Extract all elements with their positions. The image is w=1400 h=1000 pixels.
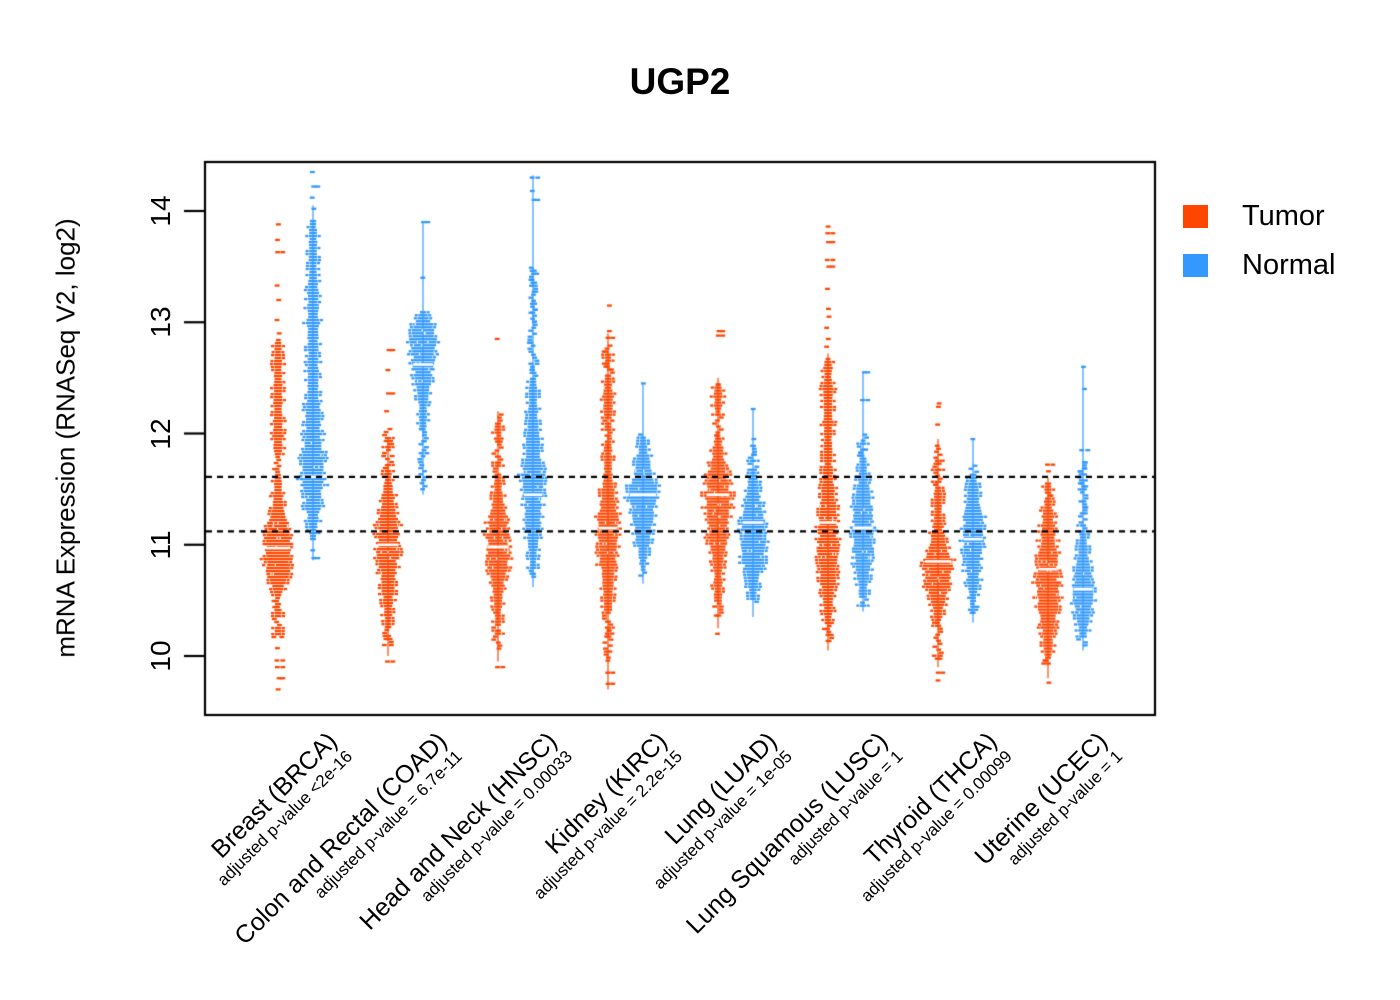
y-tick-label: 10 <box>145 640 176 672</box>
y-tick-label: 13 <box>145 306 176 338</box>
y-tick-label: 12 <box>145 417 176 450</box>
legend: Tumor Normal <box>1183 200 1335 298</box>
chart-title: UGP2 <box>629 61 731 102</box>
legend-label-normal: Normal <box>1242 249 1336 281</box>
legend-item-normal: Normal <box>1183 249 1335 282</box>
legend-label-tumor: Tumor <box>1242 200 1325 232</box>
y-axis-title: mRNA Expression (RNASeq V2, log2) <box>50 218 81 658</box>
normal-swatch-icon <box>1183 254 1208 277</box>
tumor-swatch-icon <box>1183 205 1208 228</box>
y-tick-label: 14 <box>145 195 176 227</box>
legend-item-tumor: Tumor <box>1183 200 1335 233</box>
y-tick-label: 11 <box>145 530 176 560</box>
